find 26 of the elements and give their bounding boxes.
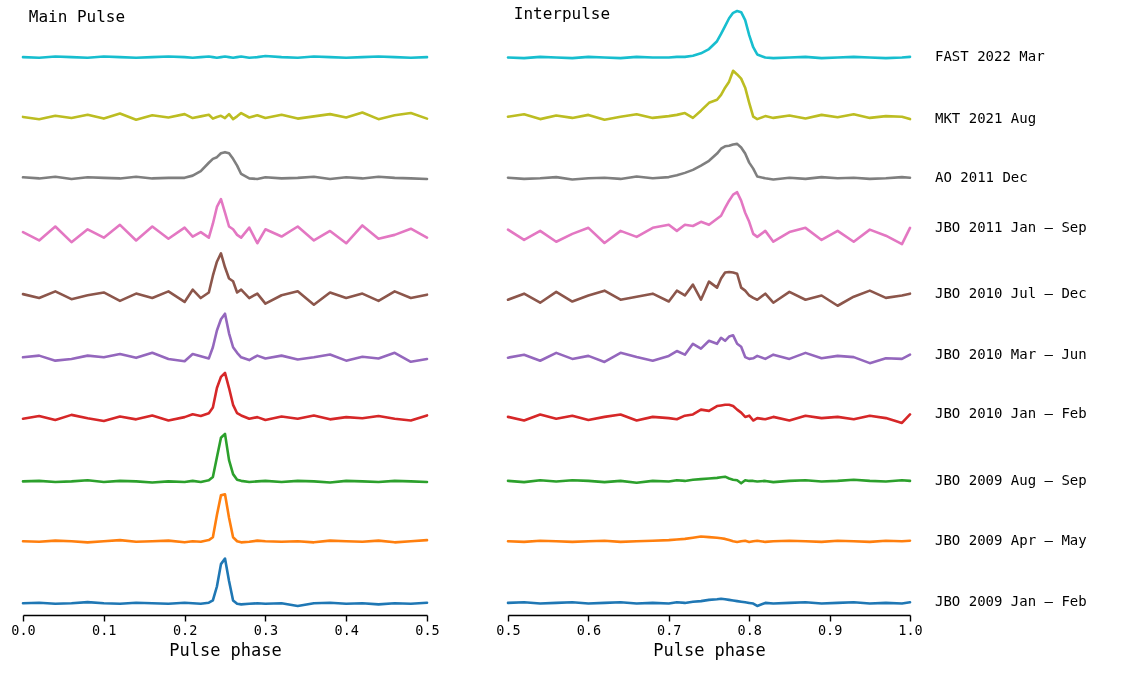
x-tick-label: 0.6 xyxy=(576,621,602,638)
x-tick-label: 0.1 xyxy=(92,621,117,638)
series-label: JBO 2010 Jul – Dec xyxy=(935,284,1087,301)
x-tick-label: 0.5 xyxy=(496,621,521,638)
x-tick-label: 0.2 xyxy=(172,621,198,638)
series-label: JBO 2009 Jan – Feb xyxy=(935,593,1087,610)
x-tick-label: 0.3 xyxy=(253,621,279,638)
x-axis-title: Pulse phase xyxy=(653,640,766,660)
series-label: JBO 2009 Aug – Sep xyxy=(935,471,1087,488)
chart-title: Main Pulse xyxy=(28,6,126,26)
x-axis-title: Pulse phase xyxy=(169,640,282,660)
x-tick-label: 1.0 xyxy=(898,621,923,638)
series-label: JBO 2010 Mar – Jun xyxy=(935,345,1087,362)
chart-title: Interpulse xyxy=(513,3,611,23)
x-tick-label: 0.4 xyxy=(334,621,359,638)
x-tick-label: 0.8 xyxy=(737,621,762,638)
series-label: AO 2011 Dec xyxy=(935,168,1028,185)
series-label: JBO 2010 Jan – Feb xyxy=(935,405,1087,422)
x-tick-label: 0.9 xyxy=(817,621,843,638)
series-label: JBO 2011 Jan – Sep xyxy=(935,218,1087,235)
x-tick-label: 0.7 xyxy=(657,621,682,638)
x-tick-label: 0.0 xyxy=(11,621,36,638)
series-label: JBO 2009 Apr – May xyxy=(935,531,1087,548)
series-label: MKT 2021 Aug xyxy=(935,110,1037,127)
series-label: FAST 2022 Mar xyxy=(935,47,1045,64)
x-tick-label: 0.5 xyxy=(415,621,440,638)
